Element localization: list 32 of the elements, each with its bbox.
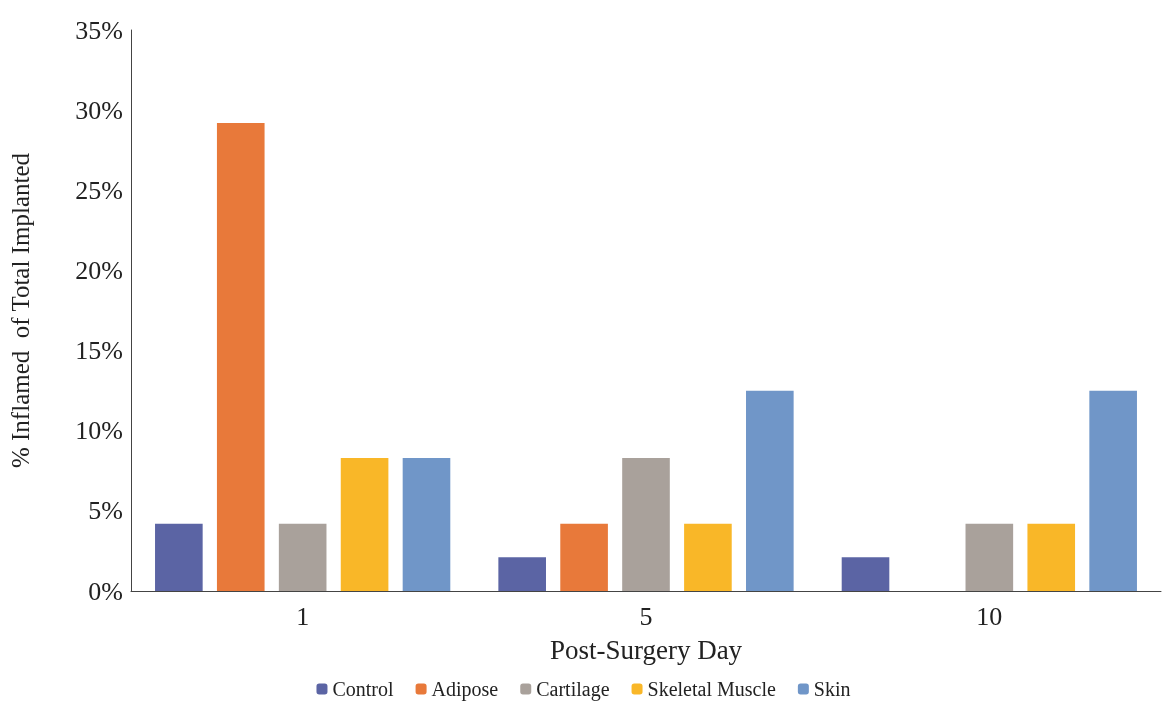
bar (622, 457, 670, 591)
bar (278, 523, 327, 591)
legend-label: Cartilage (536, 678, 610, 701)
legend-label: Skin (813, 678, 851, 700)
y-tick-label: 20% (75, 255, 123, 285)
x-tick-label: 10 (976, 601, 1003, 631)
bar (965, 523, 1014, 591)
bar (841, 557, 890, 591)
y-tick-label: 15% (75, 336, 123, 366)
y-axis-title: % Inflamed of Total Implanted (7, 152, 34, 469)
x-tick-label: 5 (639, 601, 653, 631)
legend-label: Skeletal Muscle (647, 678, 776, 700)
y-tick-label: 5% (88, 496, 123, 526)
x-tick-label: 1 (296, 601, 310, 631)
y-tick-label: 30% (75, 95, 123, 125)
bar (340, 457, 389, 591)
y-tick-label: 25% (75, 175, 123, 205)
bar (498, 557, 546, 591)
y-tick-label: 0% (88, 576, 123, 606)
bar (1027, 523, 1076, 591)
x-axis-title: Post-Surgery Day (549, 634, 743, 665)
bar (155, 523, 203, 591)
legend-label: Adipose (431, 678, 499, 701)
bar (216, 122, 265, 591)
y-tick-label: 35% (75, 15, 123, 45)
bar (1089, 390, 1137, 591)
bar (560, 523, 608, 591)
y-tick-label: 10% (75, 416, 123, 446)
bar (402, 457, 451, 591)
bar (684, 523, 732, 591)
bar (746, 390, 794, 591)
legend-label: Control (332, 678, 395, 700)
